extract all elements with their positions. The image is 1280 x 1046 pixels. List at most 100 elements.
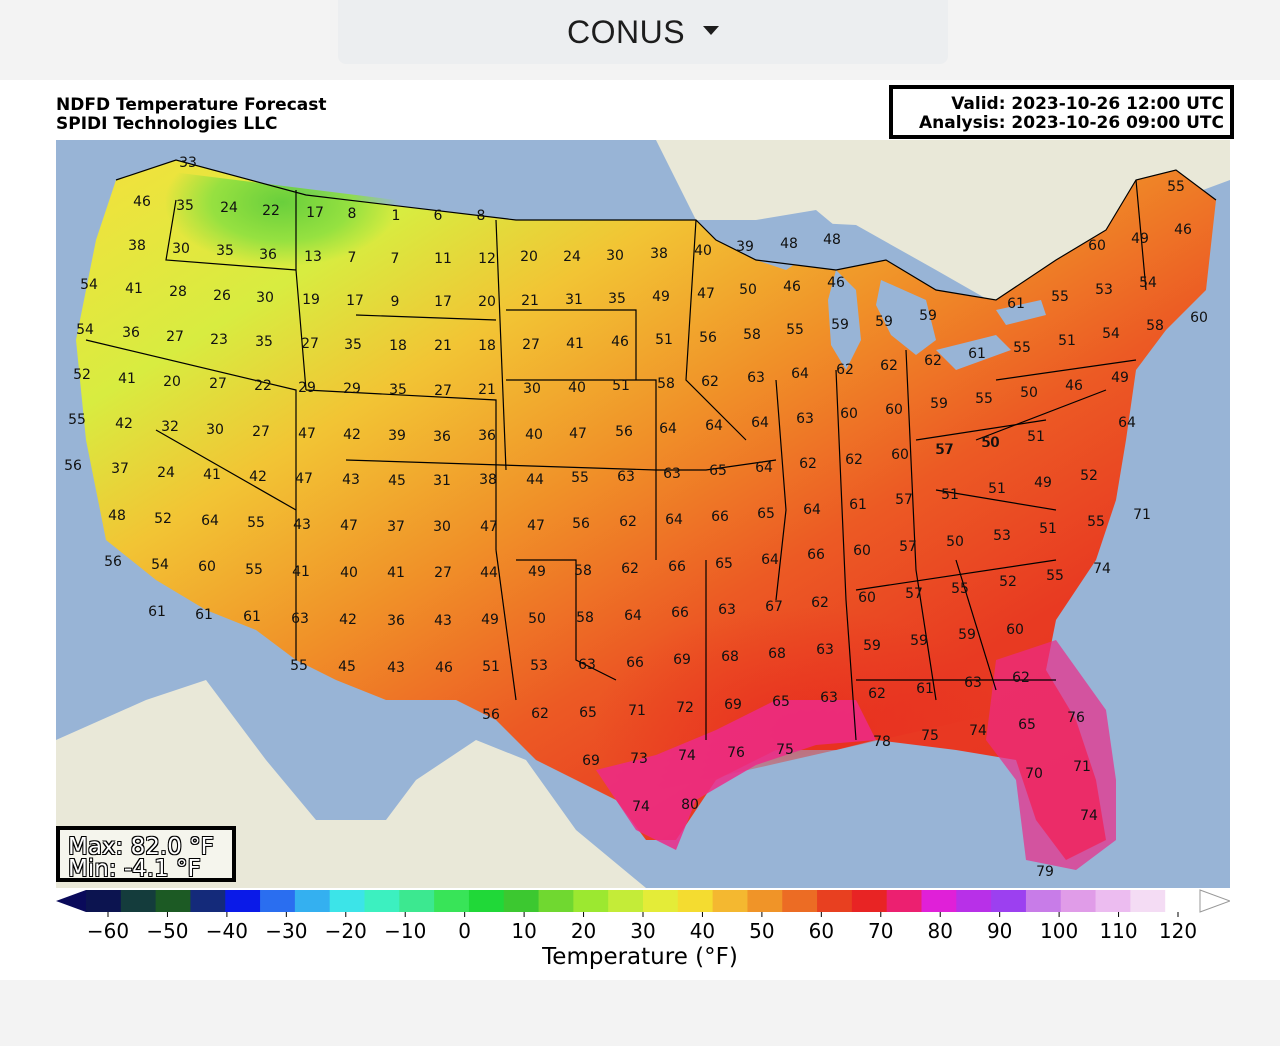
- colorbar-swatch: [1060, 890, 1097, 912]
- station-value: 60: [1088, 238, 1106, 254]
- station-value: 27: [434, 383, 452, 399]
- station-value: 69: [582, 753, 600, 769]
- station-value: 17: [346, 293, 364, 309]
- station-value: 48: [108, 508, 126, 524]
- station-value: 27: [166, 329, 184, 345]
- station-value: 30: [433, 519, 451, 535]
- station-value: 46: [133, 194, 151, 210]
- station-value: 37: [387, 519, 405, 535]
- station-value: 50: [981, 435, 999, 451]
- station-value: 61: [916, 681, 934, 697]
- lake-erie: [936, 335, 1011, 370]
- station-value: 55: [1013, 340, 1031, 356]
- station-value: 7: [391, 251, 400, 267]
- station-value: 19: [302, 292, 320, 308]
- station-value: 27: [434, 565, 452, 581]
- station-value: 57: [935, 442, 953, 458]
- station-value: 31: [433, 473, 451, 489]
- station-value: 62: [701, 374, 719, 390]
- colorbar-swatch: [155, 890, 191, 912]
- station-value: 51: [1058, 333, 1076, 349]
- station-value: 65: [715, 556, 733, 572]
- station-value: 47: [697, 286, 715, 302]
- station-value: 44: [480, 565, 498, 581]
- station-value: 62: [1012, 670, 1030, 686]
- station-value: 42: [339, 612, 357, 628]
- colorbar-ticks: −60 −50 −40 −30 −20 −10 0 10 20 30 40 50 60 70 80 90 100…: [87, 912, 1197, 943]
- station-value: 68: [768, 646, 786, 662]
- station-value: 61: [849, 497, 867, 513]
- station-value: 59: [863, 638, 881, 654]
- station-value: 63: [796, 411, 814, 427]
- station-value: 69: [724, 697, 742, 713]
- station-value: 50: [1020, 385, 1038, 401]
- colorbar-swatch: [503, 890, 540, 912]
- station-value: 57: [899, 539, 917, 555]
- colorbar-swatch: [468, 890, 505, 912]
- station-value: 62: [924, 353, 942, 369]
- station-value: 63: [291, 611, 309, 627]
- colorbar-swatch: [364, 890, 400, 912]
- station-value: 41: [387, 565, 405, 581]
- valid-time: Valid: 2023-10-26 12:00 UTC: [951, 94, 1224, 114]
- station-value: 48: [780, 236, 798, 252]
- station-value: 60: [198, 559, 216, 575]
- station-value: 35: [608, 291, 626, 307]
- station-value: 22: [262, 203, 280, 219]
- station-value: 36: [122, 325, 140, 341]
- state-borders: [85, 159, 1217, 741]
- canada-land: [56, 140, 1230, 310]
- station-value: 30: [172, 241, 190, 257]
- station-value: 36: [433, 429, 451, 445]
- station-value: 46: [435, 660, 453, 676]
- station-value: 49: [1131, 231, 1149, 247]
- station-value: 54: [80, 277, 98, 293]
- station-value: 62: [836, 362, 854, 378]
- station-value: 58: [743, 327, 761, 343]
- station-value: 55: [290, 658, 308, 674]
- station-value: 38: [479, 472, 497, 488]
- colorbar-tick-label: −30: [265, 919, 307, 943]
- station-value: 66: [711, 509, 729, 525]
- colorbar-swatch: [434, 890, 470, 912]
- station-value: 67: [765, 599, 783, 615]
- station-value: 47: [340, 518, 358, 534]
- station-value: 54: [1102, 326, 1120, 342]
- station-value: 51: [612, 378, 630, 394]
- station-value: 30: [206, 422, 224, 438]
- station-value: 66: [626, 655, 644, 671]
- station-value: 66: [668, 559, 686, 575]
- station-value: 62: [799, 456, 817, 472]
- station-value: 22: [254, 378, 272, 394]
- station-value: 39: [736, 239, 754, 255]
- station-value: 58: [576, 610, 594, 626]
- max-min-box: Max: 82.0 °F Min: -4.1 °F: [56, 826, 236, 882]
- station-value: 62: [619, 514, 637, 530]
- station-value: 56: [699, 330, 717, 346]
- station-value: 35: [255, 334, 273, 350]
- station-value: 40: [694, 243, 712, 259]
- station-value: 47: [569, 426, 587, 442]
- station-value: 56: [482, 707, 500, 723]
- station-value: 63: [747, 370, 765, 386]
- station-value: 36: [259, 247, 277, 263]
- station-value: 39: [388, 428, 406, 444]
- station-value: 1: [392, 208, 401, 224]
- station-value: 60: [840, 406, 858, 422]
- station-value: 55: [1051, 289, 1069, 305]
- station-value: 55: [1046, 568, 1064, 584]
- station-value: 51: [941, 487, 959, 503]
- station-value: 64: [659, 421, 677, 437]
- station-value: 42: [343, 427, 361, 443]
- station-value: 66: [671, 605, 689, 621]
- station-value: 46: [1174, 222, 1192, 238]
- colorbar-swatch: [677, 890, 714, 912]
- colorbar-swatch: [1165, 890, 1201, 912]
- station-value: 20: [163, 374, 181, 390]
- colorbar-swatch: [190, 890, 226, 912]
- station-value: 23: [210, 332, 228, 348]
- station-value: 76: [1067, 710, 1085, 726]
- region-dropdown[interactable]: CONUS: [338, 0, 948, 64]
- station-value: 44: [526, 472, 544, 488]
